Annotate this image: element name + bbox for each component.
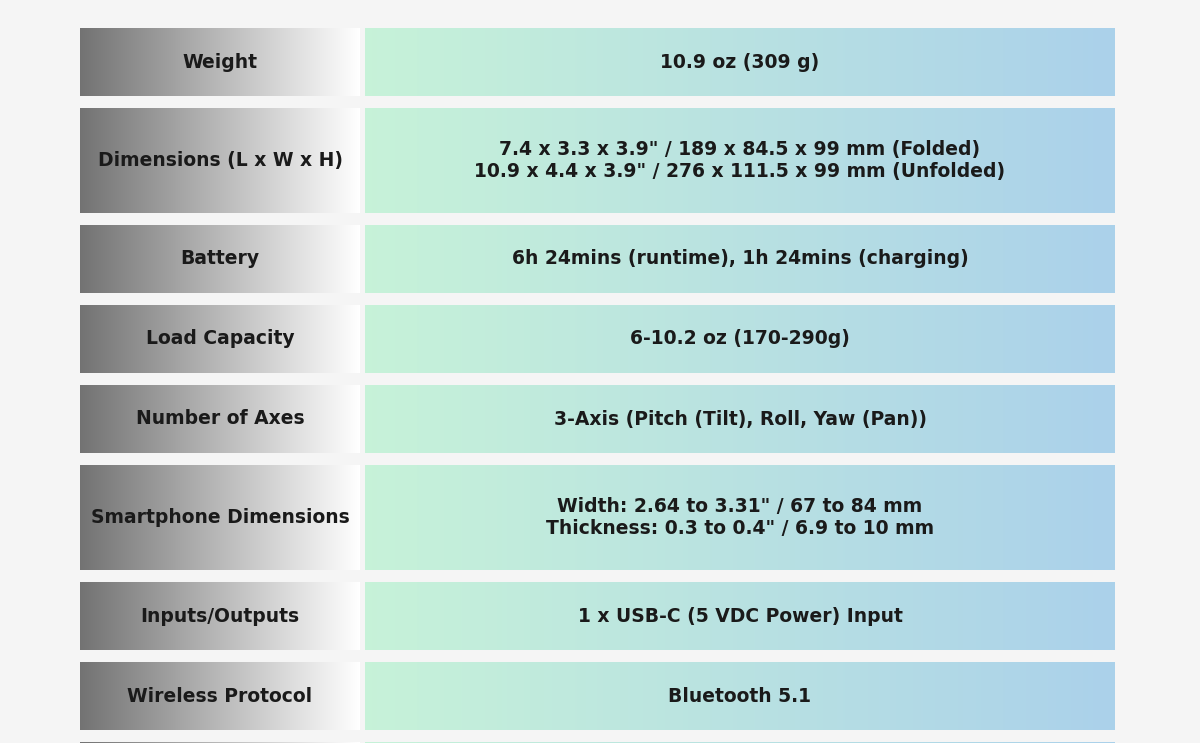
- Text: Smartphone Dimensions: Smartphone Dimensions: [91, 508, 349, 527]
- Text: 6-10.2 oz (170-290g): 6-10.2 oz (170-290g): [630, 329, 850, 348]
- Text: Inputs/Outputs: Inputs/Outputs: [140, 606, 300, 626]
- Text: Battery: Battery: [180, 250, 259, 268]
- Text: Number of Axes: Number of Axes: [136, 409, 305, 429]
- Text: Dimensions (L x W x H): Dimensions (L x W x H): [97, 151, 342, 170]
- Text: Width: 2.64 to 3.31" / 67 to 84 mm
Thickness: 0.3 to 0.4" / 6.9 to 10 mm: Width: 2.64 to 3.31" / 67 to 84 mm Thick…: [546, 497, 934, 538]
- Text: Load Capacity: Load Capacity: [145, 329, 294, 348]
- Text: Wireless Protocol: Wireless Protocol: [127, 687, 312, 706]
- Text: 1 x USB-C (5 VDC Power) Input: 1 x USB-C (5 VDC Power) Input: [577, 606, 902, 626]
- Text: 7.4 x 3.3 x 3.9" / 189 x 84.5 x 99 mm (Folded)
10.9 x 4.4 x 3.9" / 276 x 111.5 x: 7.4 x 3.3 x 3.9" / 189 x 84.5 x 99 mm (F…: [474, 140, 1006, 181]
- Text: Bluetooth 5.1: Bluetooth 5.1: [668, 687, 811, 706]
- Text: Weight: Weight: [182, 53, 258, 71]
- Text: 3-Axis (Pitch (Tilt), Roll, Yaw (Pan)): 3-Axis (Pitch (Tilt), Roll, Yaw (Pan)): [553, 409, 926, 429]
- Text: 10.9 oz (309 g): 10.9 oz (309 g): [660, 53, 820, 71]
- Text: 6h 24mins (runtime), 1h 24mins (charging): 6h 24mins (runtime), 1h 24mins (charging…: [511, 250, 968, 268]
